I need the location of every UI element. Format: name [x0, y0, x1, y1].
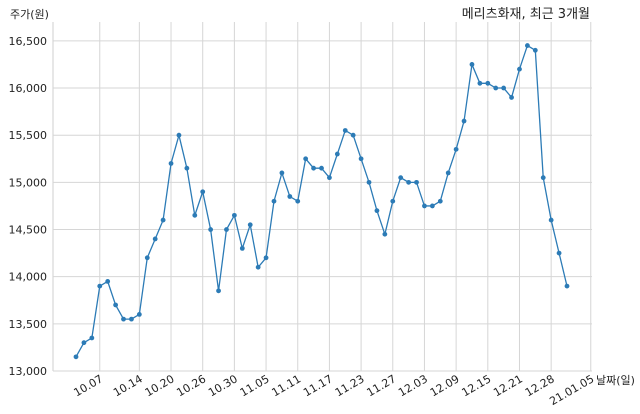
data-point: [422, 203, 427, 209]
data-point: [295, 198, 301, 204]
data-point: [105, 278, 111, 284]
data-point: [176, 132, 182, 138]
x-axis-label: 날짜(일): [596, 373, 635, 387]
chart-title: 메리츠화재, 최근 3개월: [462, 7, 590, 22]
data-point: [564, 283, 570, 289]
x-tick-label: 10.07: [71, 372, 105, 399]
data-point: [121, 316, 126, 322]
data-point: [525, 43, 530, 48]
data-point: [184, 165, 190, 171]
data-point: [81, 340, 87, 346]
data-point: [247, 222, 253, 228]
x-axis: 10.07 10.1410.2010.2610.3011.0511.1111.17…: [71, 372, 596, 408]
data-point: [485, 80, 491, 86]
data-point: [334, 151, 340, 157]
x-tick-label: 21.01.05: [547, 372, 596, 408]
data-point: [509, 95, 514, 100]
data-point: [540, 175, 546, 181]
data-point: [192, 212, 198, 218]
data-point: [437, 198, 443, 204]
data-point: [208, 227, 214, 232]
x-tick-label: 10.14: [111, 372, 145, 399]
grid: [52, 22, 592, 372]
data-point: [152, 236, 158, 242]
data-point: [445, 170, 451, 176]
data-point: [216, 288, 221, 294]
data-point: [469, 62, 475, 67]
data-point: [374, 208, 380, 214]
data-point: [342, 128, 348, 133]
data-point: [97, 283, 103, 289]
y-tick-label: 14,500: [9, 224, 48, 237]
data-point: [200, 189, 206, 195]
data-point: [271, 198, 277, 204]
x-tick-label: 11.05: [238, 372, 272, 399]
data-point: [461, 118, 467, 124]
x-tick-label: 12.09: [428, 372, 462, 399]
data-point: [390, 198, 396, 204]
x-tick-label: 11.11: [269, 372, 303, 399]
y-axis: 13,000 13,500 14,000 14,500 15,000 15,500 16,0…: [9, 35, 48, 378]
y-tick-label: 16,500: [9, 35, 48, 48]
data-point: [160, 217, 166, 223]
data-point: [319, 165, 324, 171]
data-point: [453, 146, 459, 152]
y-axis-label: 주가(원): [10, 8, 49, 21]
x-tick-label: 11.27: [364, 372, 398, 399]
x-tick-label: 10.20: [143, 372, 177, 399]
data-point: [517, 66, 522, 72]
y-tick-label: 14,000: [9, 271, 48, 284]
data-point: [303, 156, 309, 162]
data-point: [406, 179, 412, 185]
x-tick-label: 12.21: [491, 372, 525, 399]
data-point: [113, 302, 118, 308]
data-point: [263, 255, 269, 261]
data-point: [556, 250, 562, 256]
y-tick-label: 16,000: [9, 82, 48, 95]
data-point: [287, 194, 293, 199]
data-point: [398, 175, 404, 181]
data-point: [224, 227, 229, 232]
y-tick-label: 15,000: [9, 176, 48, 189]
data-point: [414, 179, 419, 185]
x-tick-label: 10.26: [174, 372, 208, 399]
y-tick-label: 13,500: [9, 318, 48, 331]
data-point: [231, 212, 237, 218]
y-tick-label: 15,500: [9, 129, 48, 142]
data-point: [501, 85, 507, 91]
data-point: [532, 47, 538, 53]
data-point: [168, 161, 174, 166]
data-point: [493, 85, 499, 91]
x-tick-label: 11.17: [301, 372, 335, 399]
y-tick-label: 13,000: [9, 365, 48, 378]
data-point: [144, 255, 150, 261]
price-points: [73, 43, 570, 360]
data-point: [358, 156, 364, 162]
data-point: [366, 179, 372, 185]
x-tick-label: 11.23: [333, 372, 367, 399]
data-point: [327, 175, 332, 181]
data-point: [350, 132, 356, 138]
data-point: [311, 165, 316, 171]
data-point: [136, 312, 142, 317]
data-point: [477, 80, 483, 86]
x-tick-label: 10.30: [206, 372, 240, 399]
data-point: [279, 170, 285, 176]
x-tick-label: 12.03: [396, 372, 430, 399]
data-point: [129, 316, 134, 322]
data-point: [239, 245, 245, 251]
data-point: [73, 354, 79, 360]
data-point: [255, 264, 261, 270]
data-point: [89, 335, 95, 341]
data-point: [382, 231, 388, 237]
data-point: [429, 203, 435, 209]
x-tick-label: 12.15: [460, 372, 494, 399]
data-point: [548, 217, 554, 223]
price-line: [75, 44, 568, 358]
